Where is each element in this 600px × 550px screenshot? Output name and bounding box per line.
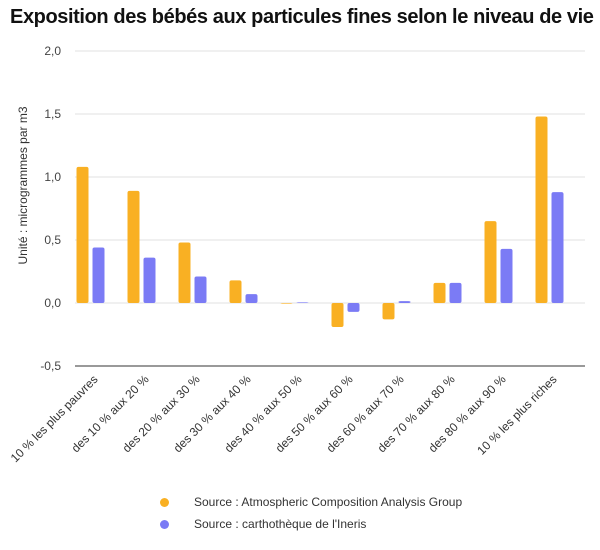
bar-acag — [76, 166, 89, 303]
bar-acag — [382, 303, 395, 320]
bar-ineris — [296, 302, 309, 303]
y-tick-label: 1,0 — [44, 170, 61, 184]
bar-ineris — [245, 294, 258, 303]
bar-acag — [535, 116, 548, 304]
bar-ineris — [194, 276, 207, 303]
bar-acag — [484, 221, 497, 303]
x-tick-label: 10 % les plus pauvres — [8, 372, 101, 465]
bar-acag — [433, 282, 446, 303]
legend-label-ineris: Source : carthothèque de l'Ineris — [194, 517, 367, 531]
chart-title: Exposition des bébés aux particules fine… — [10, 6, 594, 28]
y-axis-label: Unité : microgrammes par m3 — [16, 106, 30, 264]
bar-acag — [178, 242, 191, 303]
bar-acag — [127, 190, 140, 303]
legend: Source : Atmospheric Composition Analysi… — [160, 492, 462, 536]
bar-acag — [280, 303, 293, 304]
bar-ineris — [143, 257, 156, 303]
legend-item-ineris[interactable]: Source : carthothèque de l'Ineris — [160, 514, 462, 534]
legend-marker-ineris — [160, 519, 169, 529]
legend-marker-acag — [160, 497, 169, 507]
legend-item-acag[interactable]: Source : Atmospheric Composition Analysi… — [160, 492, 462, 512]
bar-ineris — [398, 301, 411, 303]
y-tick-label: 2,0 — [44, 44, 61, 58]
y-tick-label: 0,5 — [44, 233, 61, 247]
y-tick-label: 1,5 — [44, 107, 61, 121]
bar-ineris — [500, 248, 513, 303]
y-tick-label: -0,5 — [40, 359, 61, 373]
legend-label-acag: Source : Atmospheric Composition Analysi… — [194, 495, 463, 509]
bar-ineris — [551, 192, 564, 303]
bar-ineris — [347, 303, 360, 312]
bar-ineris — [449, 282, 462, 303]
bar-ineris — [92, 247, 105, 303]
bar-acag — [229, 280, 242, 303]
bar-acag — [331, 303, 344, 327]
y-tick-label: 0,0 — [44, 296, 61, 310]
